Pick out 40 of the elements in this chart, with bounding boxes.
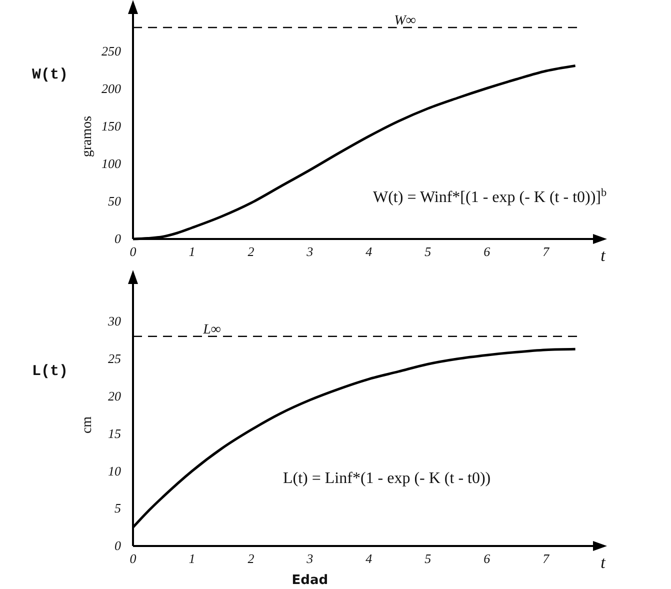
x-tick-label: 4 (366, 551, 373, 566)
y-tick-label: 150 (102, 118, 122, 134)
x-tick-label: 6 (484, 244, 491, 260)
text: Edad (292, 573, 328, 588)
x-tick-label: 6 (484, 551, 491, 566)
y-tick-label: 25 (108, 351, 122, 366)
x-tick-label: 4 (366, 244, 373, 260)
ref-line-label: W∞ (394, 14, 416, 28)
x-axis-title: t (600, 553, 607, 572)
x-tick-label: 5 (424, 551, 432, 566)
y-tick-label: 50 (108, 194, 122, 209)
y-tick-label: 10 (108, 463, 122, 478)
x-tick-label: 2 (248, 551, 255, 566)
y-tick-label: 30 (107, 314, 122, 329)
x-tick-label: 3 (306, 551, 314, 566)
x-tick-label: 0 (130, 551, 137, 566)
x-tick-label: 5 (424, 244, 432, 260)
ref-line-label: L∞ (202, 322, 221, 338)
x-tick-label: 2 (248, 244, 255, 260)
y-tick-label: 0 (114, 231, 122, 246)
y-axis-title: gramos (80, 116, 95, 158)
x-tick-label: 7 (542, 551, 550, 566)
y-tick-label: 0 (114, 538, 122, 554)
annotation: L(t) = Linf*(1 - exp (- K (t - t0)) (283, 470, 491, 487)
y-tick-label: 250 (102, 44, 122, 59)
x-tick-label: 7 (542, 244, 550, 260)
text: L(t) (32, 363, 68, 380)
annotation: W(t) = Winf*[(1 - exp (- K (t - t0))]$^{b}$ (373, 187, 607, 206)
x-tick-label: 1 (188, 244, 196, 260)
text: W(t) (32, 66, 68, 84)
y-tick-label: 15 (108, 426, 122, 441)
x-axis-title: t (600, 246, 607, 265)
y-tick-label: 20 (108, 388, 122, 404)
x-tick-label: 1 (188, 551, 196, 566)
y-tick-label: 100 (102, 156, 122, 172)
x-tick-label: 3 (306, 244, 314, 260)
y-axis-title: cm (80, 416, 95, 434)
y-tick-label: 5 (114, 500, 122, 516)
y-tick-label: 200 (102, 81, 122, 96)
x-tick-label: 0 (130, 244, 137, 260)
